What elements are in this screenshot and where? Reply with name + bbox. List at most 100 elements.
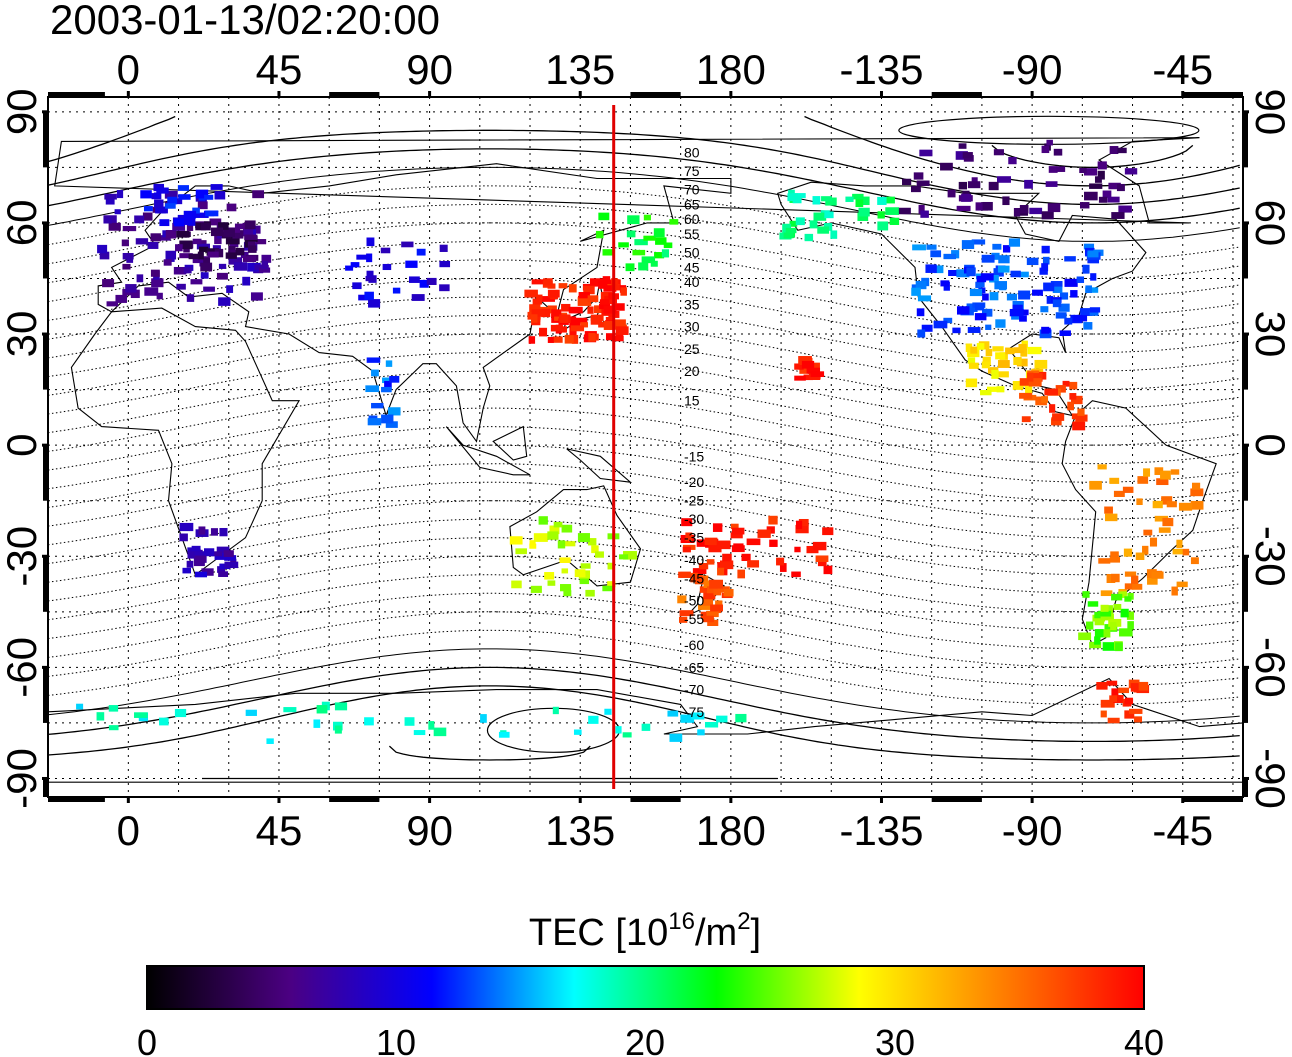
tec-point [1008,238,1021,247]
tec-point [608,292,615,299]
frame-bar [43,667,48,723]
left-lat-tick-label: -30 [0,526,45,587]
tec-point [858,207,870,217]
tec-point [205,210,219,217]
tec-point [917,329,926,338]
tec-point [385,360,393,367]
tec-point [174,708,187,718]
tec-point [598,212,610,221]
tec-point [1120,608,1129,618]
contour-line [48,166,1240,242]
tec-point [218,571,229,577]
tec-point [1085,285,1092,294]
tec-point [1047,203,1061,213]
tec-point [1042,256,1050,265]
tec-point [225,236,240,245]
contour-label: 70 [684,182,700,198]
tec-point [240,251,249,259]
tec-point [232,230,244,239]
tec-point [653,228,665,238]
tec-point [1046,296,1054,304]
tec-point [1132,583,1143,590]
tec-point [625,263,635,272]
tec-point [969,288,983,297]
tec-point [186,294,195,302]
tec-point [1072,421,1086,431]
tec-point [1045,181,1058,187]
tec-point [776,557,785,566]
tec-point [283,707,297,713]
tec-point [1134,716,1143,723]
tec-point [796,520,803,530]
tec-point [1111,573,1120,583]
tec-point [428,721,435,730]
contour-line [48,407,1240,483]
tec-point [730,523,739,530]
tec-point [985,324,992,330]
tec-point [1034,359,1048,369]
tec-point [388,407,401,416]
tec-point [663,242,673,249]
tec-point [1028,378,1042,387]
tec-point [579,576,590,585]
tec-point [787,193,799,202]
tec-point [244,234,258,240]
tec-point [981,254,995,263]
timestamp-title: 2003-01-13/02:20:00 [50,0,440,43]
tec-point [589,278,604,287]
contour-label: 55 [684,226,700,242]
tec-point [186,560,194,568]
tec-point [560,584,572,592]
contour-line [48,611,1240,687]
tec-point [857,212,869,221]
tec-point [855,199,864,208]
tec-point [716,715,728,723]
tec-point [681,518,693,527]
left-lat-tick-label: 30 [0,311,45,358]
contour-line [48,333,1240,409]
tec-point [200,262,213,272]
tec-point [785,227,797,234]
contour-label: 40 [684,274,700,290]
tec-point [632,249,646,256]
tec-point [1129,708,1143,714]
tec-point [1058,303,1070,312]
colorbar: TEC [1016/m2] 0 10 20 30 40 [137,908,1164,1057]
tec-point [982,356,991,366]
contour-line [48,296,1240,372]
tec-point [1026,372,1034,382]
tec-point [530,314,538,323]
contour-line [48,481,1240,557]
contour-label: 80 [684,145,700,161]
tec-point [543,278,553,286]
tec-point [1152,500,1163,509]
tec-point [712,523,723,532]
tec-point [416,248,426,256]
tec-point [1094,636,1101,645]
tec-point [1143,468,1151,477]
tec-point [1082,264,1090,274]
tec-point [607,562,615,570]
left-latitude-axis: 90 60 30 0 -30 -60 -90 [0,88,45,808]
tec-point [561,524,573,533]
tec-point [968,362,979,369]
tec-point [203,548,215,557]
tec-point [108,725,119,731]
tec-point [143,206,153,212]
tec-point [1049,404,1056,413]
tec-point [1100,604,1109,612]
frame-bar [630,797,681,802]
frame-bar [1243,778,1248,797]
tec-point [255,239,267,245]
tec-point [199,246,209,253]
frame-bar [329,797,380,802]
tec-point [997,265,1010,273]
frame-bar [1243,222,1248,279]
tec-point [214,235,222,245]
tec-point [1016,358,1028,367]
tec-point [197,251,204,260]
tec-point [587,295,599,303]
tec-point [175,244,183,252]
tec-point [76,703,84,710]
